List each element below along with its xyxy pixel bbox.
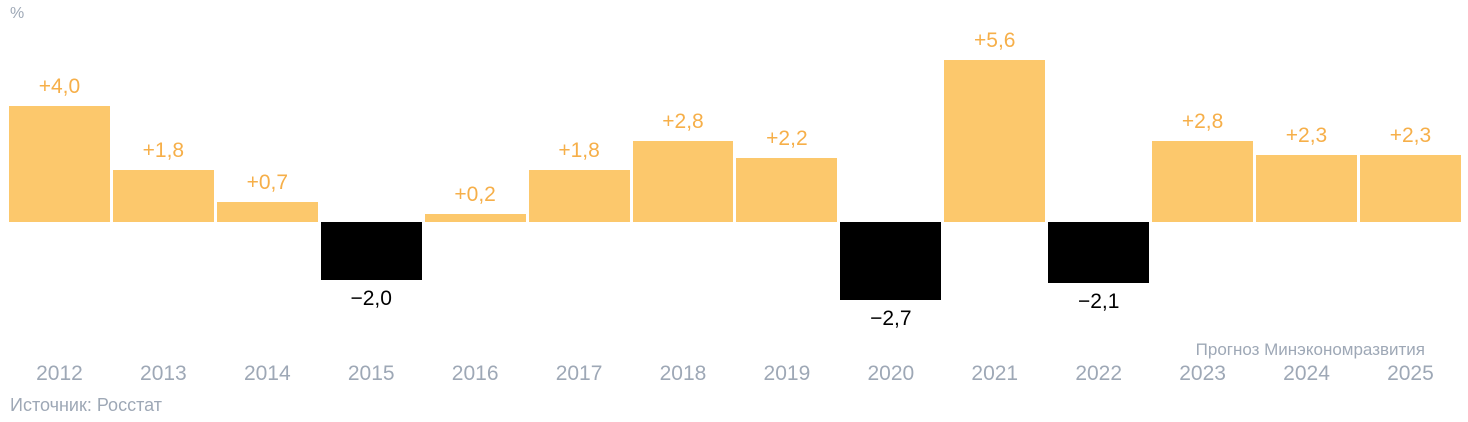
- bar-2020: [840, 222, 942, 301]
- chart-column-2018: +2,8 2018: [632, 0, 734, 422]
- x-tick-2022: 2022: [1075, 362, 1123, 385]
- x-tick-2025: 2025: [1387, 362, 1434, 385]
- bar-2012: [9, 106, 110, 222]
- bar-2024: [1256, 155, 1357, 222]
- bar-2017: [528, 169, 630, 222]
- x-tick-2023: 2023: [1179, 362, 1226, 385]
- bar-2018: [632, 140, 734, 222]
- value-label-2017: +1,8: [558, 138, 600, 162]
- chart-column-2020: −2,7 2020: [840, 0, 942, 422]
- bar-2016: [424, 214, 526, 222]
- value-label-2016: +0,2: [454, 183, 496, 206]
- value-label-2019: +2,2: [766, 127, 808, 151]
- x-tick-2017: 2017: [555, 362, 603, 385]
- value-label-2015: −2,0: [350, 287, 392, 310]
- x-tick-2016: 2016: [451, 362, 499, 385]
- bar-2021: [944, 59, 1046, 222]
- value-label-2013: +1,8: [142, 138, 185, 162]
- value-label-2023: +2,8: [1181, 109, 1224, 133]
- value-label-2014: +0,7: [246, 170, 289, 194]
- x-tick-2021: 2021: [971, 362, 1019, 385]
- chart-column-2022: −2,1 2022: [1048, 0, 1150, 422]
- y-axis-unit-label: %: [10, 5, 25, 22]
- x-tick-2018: 2018: [659, 362, 707, 385]
- value-label-2021: +5,6: [974, 28, 1016, 52]
- value-label-2022: −2,1: [1077, 289, 1120, 313]
- chart-column-2024: +2,3 2024: [1256, 0, 1357, 422]
- chart-column-2023: +2,8 2023: [1152, 0, 1254, 422]
- bar-2015: [320, 222, 422, 280]
- value-label-2020: −2,7: [870, 307, 912, 331]
- x-tick-2014: 2014: [243, 362, 291, 385]
- x-tick-2020: 2020: [867, 362, 915, 385]
- chart-column-2016: +0,2 2016: [424, 0, 526, 422]
- value-label-2025: +2,3: [1389, 124, 1432, 148]
- chart-column-2019: +2,2 2019: [736, 0, 838, 422]
- chart-column-2025: +2,3 2025: [1359, 0, 1461, 422]
- bar-2014: [216, 201, 318, 222]
- chart-column-2012: +4,0 2012: [9, 0, 110, 422]
- bar-2013: [112, 169, 214, 222]
- chart-column-2015: −2,0 2015: [320, 0, 422, 422]
- x-tick-2024: 2024: [1283, 362, 1330, 385]
- source-label: Источник: Росстат: [10, 395, 162, 415]
- value-label-2012: +4,0: [38, 75, 81, 98]
- bar-2022: [1048, 222, 1150, 283]
- forecast-annotation: Прогноз Минэкономразвития: [1195, 340, 1425, 359]
- x-tick-2012: 2012: [36, 362, 83, 385]
- bar-2025: [1359, 155, 1461, 222]
- x-tick-2013: 2013: [140, 362, 187, 385]
- chart-column-2013: +1,8 2013: [112, 0, 214, 422]
- chart-column-2014: +0,7 2014: [216, 0, 318, 422]
- bar-2023: [1152, 140, 1254, 222]
- value-label-2018: +2,8: [662, 109, 704, 133]
- chart-column-2017: +1,8 2017: [528, 0, 630, 422]
- bar-2019: [736, 158, 838, 222]
- x-tick-2019: 2019: [763, 362, 811, 385]
- x-tick-2015: 2015: [347, 362, 395, 385]
- chart-column-2021: +5,6 2021: [944, 0, 1046, 422]
- value-label-2024: +2,3: [1285, 124, 1328, 148]
